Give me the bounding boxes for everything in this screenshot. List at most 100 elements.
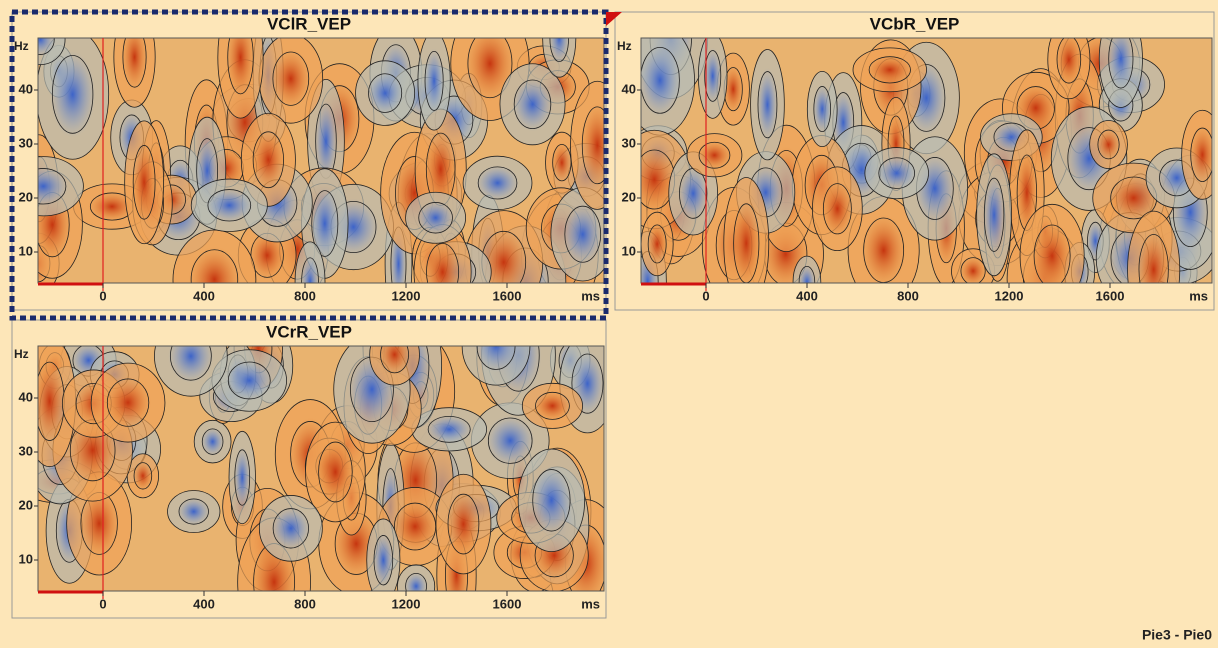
heat-blob [105, 376, 152, 429]
contour [1089, 120, 1128, 169]
contour [38, 168, 67, 205]
contour [1019, 203, 1085, 283]
heat-blob [756, 67, 779, 142]
contour [571, 353, 604, 414]
heat-blob [424, 48, 445, 114]
contour [405, 572, 427, 591]
contour [462, 155, 533, 211]
contour [723, 177, 770, 283]
heat-blob [703, 47, 722, 105]
heat-blob [133, 461, 153, 491]
x-tick-label: 0 [702, 288, 709, 303]
contour [373, 535, 394, 586]
y-tick-label: 30 [622, 135, 636, 150]
contour [132, 145, 156, 220]
y-tick-label: 30 [19, 443, 33, 458]
heat-blob [1108, 174, 1160, 222]
contour [487, 417, 533, 464]
panel: VClR_VEP 0 400 800 1200 1600 ms Hz 40 30 20 10 [11, 11, 607, 311]
contour [878, 157, 916, 189]
contour [355, 60, 416, 126]
contour [697, 38, 728, 119]
x-tick-label: 0 [99, 596, 106, 611]
heat-blob [647, 222, 668, 266]
x-tick-label: 1200 [995, 288, 1024, 303]
x-tick-label: 400 [193, 288, 215, 303]
x-unit: ms [1189, 288, 1208, 303]
contour [122, 38, 147, 88]
contour [704, 50, 722, 102]
contour [234, 449, 251, 506]
contour [750, 49, 785, 161]
heatmap [641, 38, 1212, 283]
contour [397, 564, 436, 591]
contour [90, 362, 166, 443]
contour [368, 73, 403, 113]
y-tick-label: 10 [19, 243, 33, 258]
heat-blob [404, 571, 428, 591]
contour [294, 241, 326, 283]
heat-blob [530, 466, 573, 535]
contour [417, 38, 451, 131]
contour [647, 224, 667, 264]
x-tick-label: 800 [897, 288, 919, 303]
heat-blob [131, 141, 157, 224]
contour [305, 421, 366, 523]
contour [1097, 129, 1120, 160]
contour [193, 419, 232, 464]
panel-title: VCrR_VEP [266, 322, 352, 341]
heat-blob [580, 102, 604, 189]
contour [228, 430, 256, 525]
heat-blob [50, 51, 96, 138]
x-tick-label: 400 [796, 288, 818, 303]
heat-blob [485, 415, 535, 466]
contour [499, 63, 566, 146]
contour [333, 346, 411, 444]
contour [380, 346, 409, 374]
heat-blob [201, 427, 225, 456]
x-tick-label: 1600 [493, 288, 522, 303]
contour [1047, 38, 1091, 100]
heat-blob [551, 142, 573, 183]
contour [227, 361, 271, 400]
heat-blob [249, 230, 286, 280]
contour [178, 498, 209, 525]
y-tick-label: 10 [622, 243, 636, 258]
panel: VCbR_VEP 0 400 800 1200 1600 ms Hz 40 30 20 10 [614, 11, 1215, 311]
contour [272, 51, 310, 106]
contour [1108, 38, 1134, 89]
contour [564, 205, 602, 263]
contour [258, 495, 323, 562]
contour [435, 473, 492, 575]
contour [521, 382, 583, 429]
heat-blob [316, 438, 355, 506]
heat-blob [465, 38, 515, 102]
x-tick-label: 0 [99, 288, 106, 303]
y-tick-label: 10 [19, 551, 33, 566]
contour [812, 166, 863, 252]
contour [227, 38, 254, 95]
footer: Pie3 - Pie0 [1142, 627, 1212, 643]
contour [369, 346, 420, 386]
contour [427, 415, 471, 443]
y-tick-label: 40 [622, 81, 636, 96]
contour [190, 249, 239, 283]
contour [535, 391, 570, 420]
x-tick-label: 1200 [392, 596, 421, 611]
contour [1181, 109, 1212, 200]
contour [113, 38, 156, 108]
heat-blob [424, 129, 457, 210]
heat-blob [372, 532, 394, 588]
contour [792, 255, 822, 283]
y-tick-label: 30 [19, 135, 33, 150]
panel-title: VClR_VEP [267, 14, 351, 33]
contour [757, 71, 778, 139]
heat-blob [38, 357, 66, 445]
contour [426, 243, 460, 283]
contour [864, 147, 929, 200]
y-tick-label: 20 [19, 189, 33, 204]
heat-blob [188, 246, 241, 283]
contour [405, 191, 467, 244]
